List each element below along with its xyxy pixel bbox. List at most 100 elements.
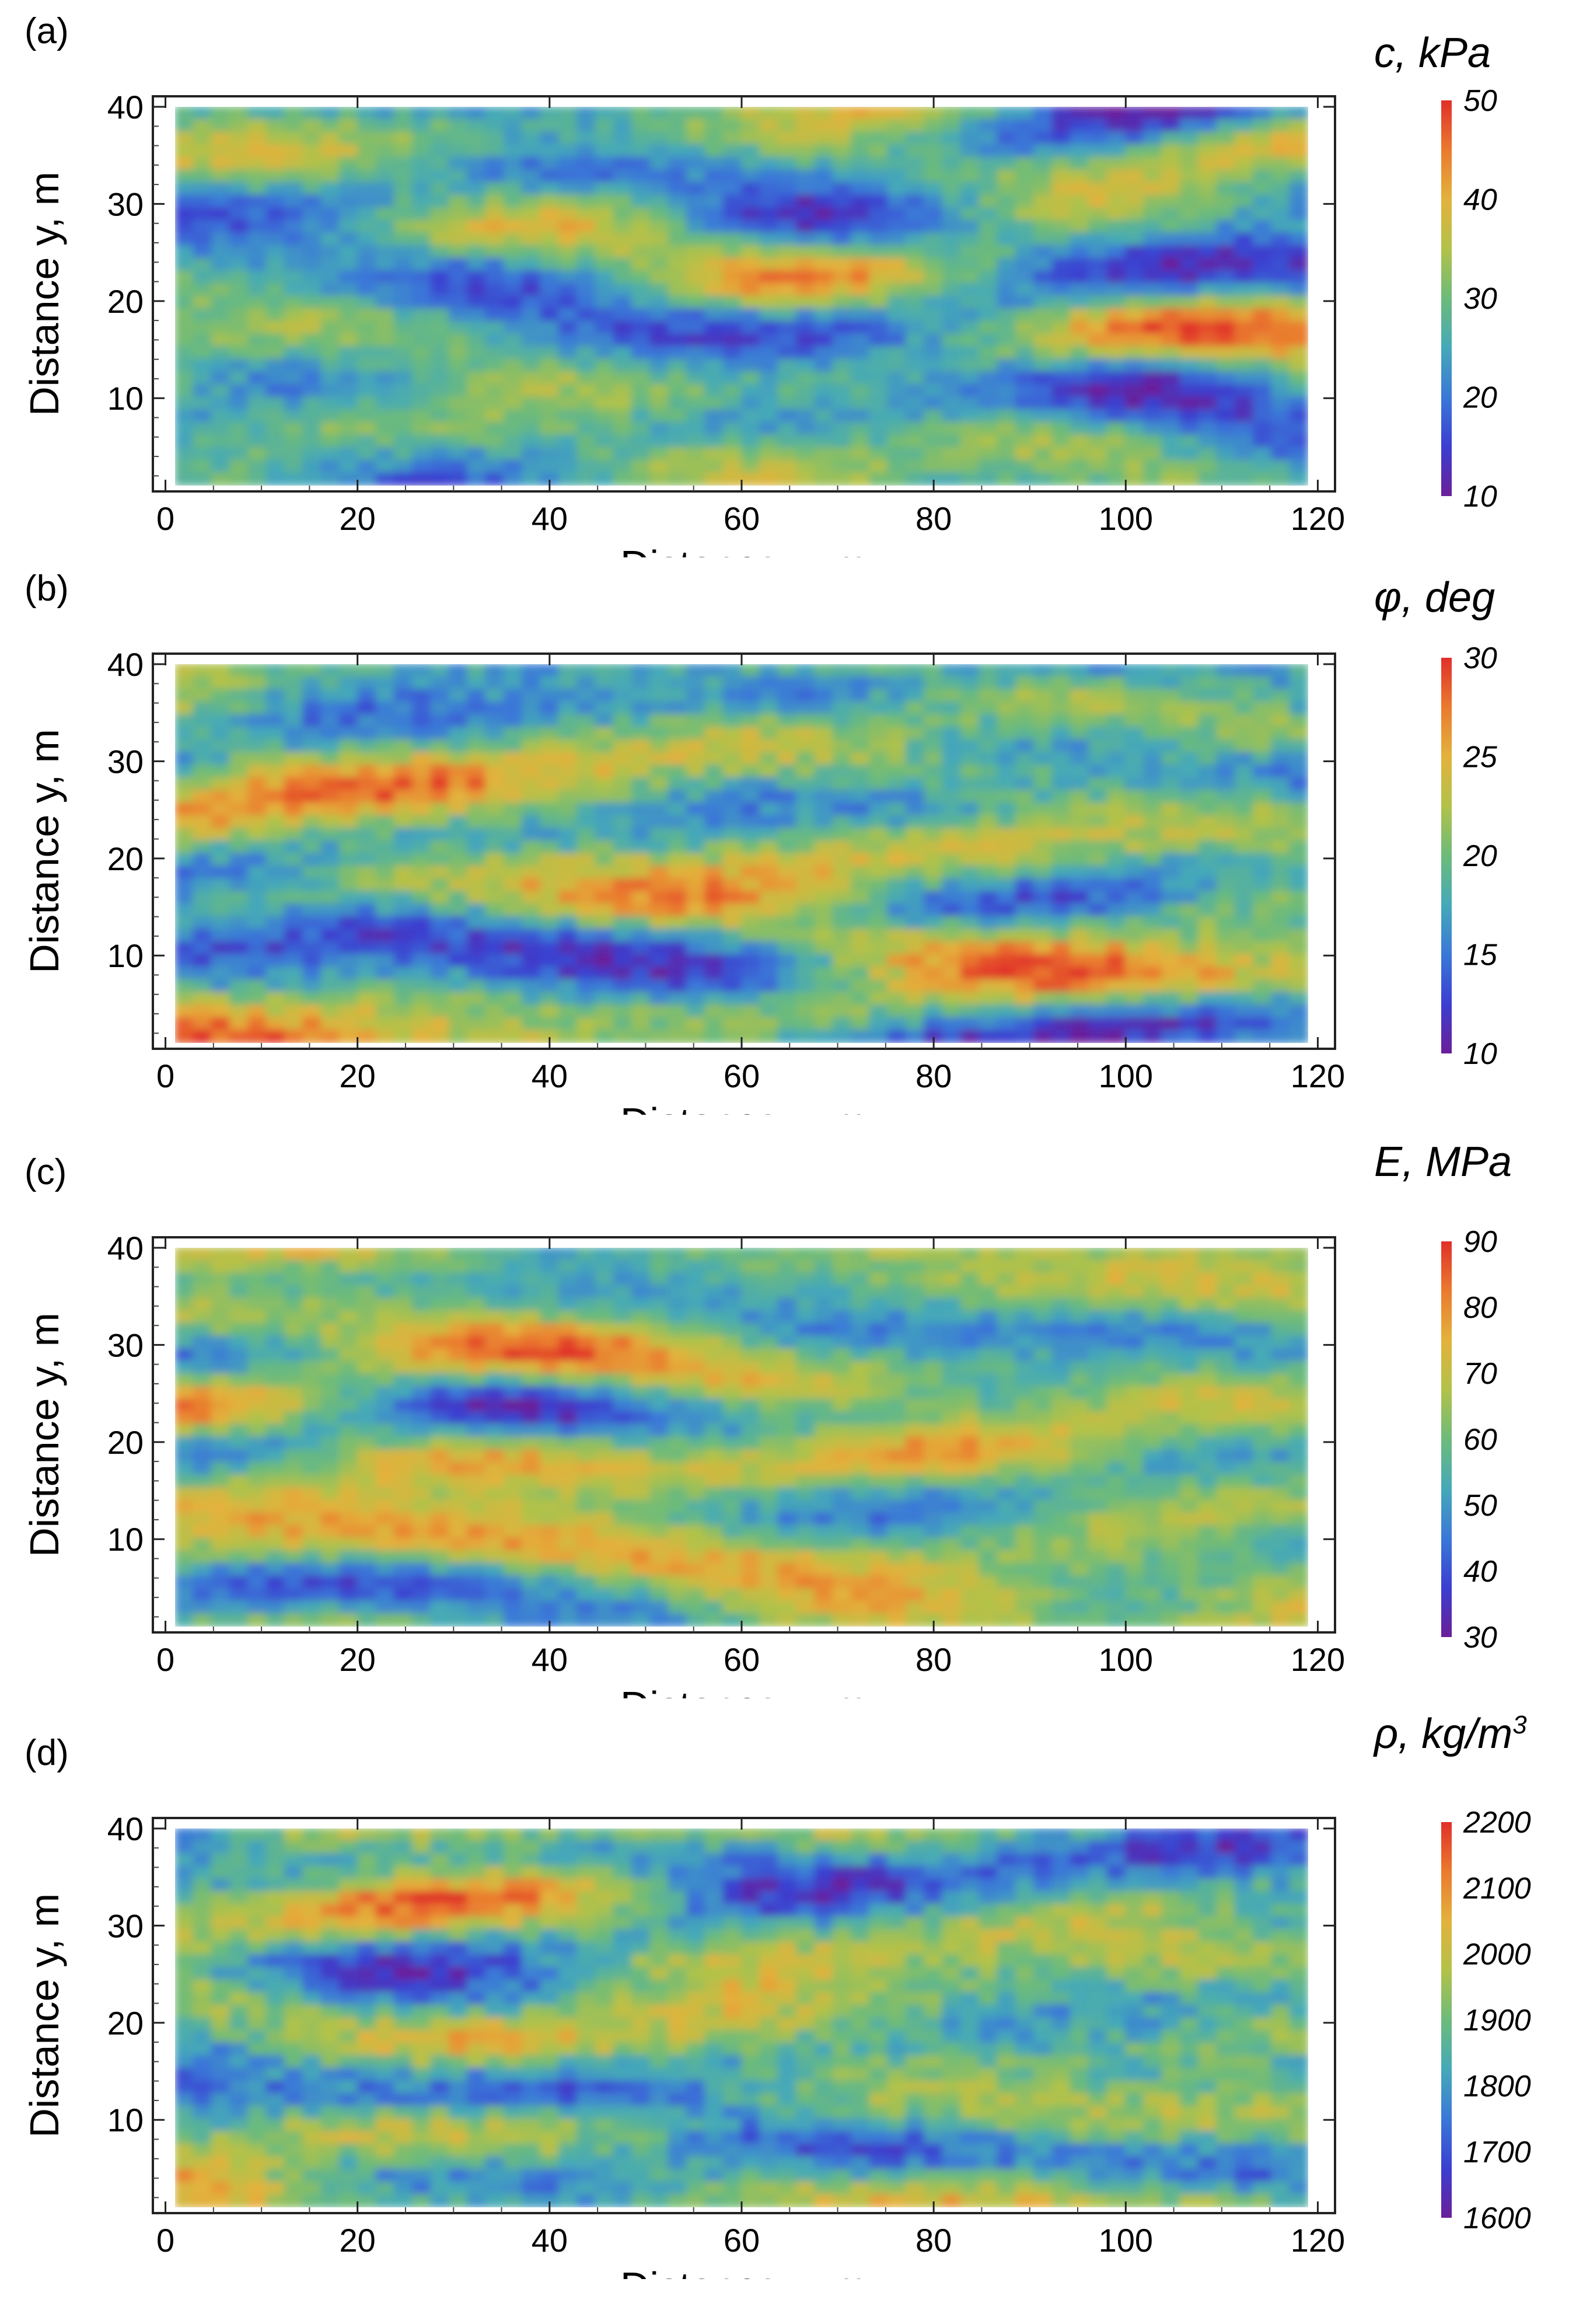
heatmap-cell bbox=[503, 421, 523, 436]
heatmap-cell bbox=[722, 992, 742, 1006]
heatmap-cell bbox=[668, 1259, 688, 1274]
heatmap-cell bbox=[430, 447, 450, 461]
heatmap-cell bbox=[393, 182, 414, 196]
heatmap-cell bbox=[1179, 320, 1200, 335]
heatmap-cell bbox=[631, 118, 651, 133]
heatmap-cell bbox=[979, 1272, 998, 1286]
heatmap-cell bbox=[1216, 941, 1236, 955]
heatmap-cell bbox=[338, 346, 359, 360]
heatmap-cell bbox=[997, 1259, 1016, 1274]
heatmap-cell bbox=[979, 232, 998, 246]
heatmap-cell bbox=[558, 270, 578, 284]
heatmap-cell bbox=[1143, 853, 1163, 867]
heatmap-cell bbox=[759, 853, 779, 867]
heatmap-cell bbox=[814, 1030, 834, 1043]
heatmap-cell bbox=[1161, 270, 1181, 284]
heatmap-cell bbox=[412, 1335, 432, 1350]
heatmap-cell bbox=[175, 1398, 194, 1413]
heatmap-cell bbox=[485, 371, 505, 385]
heatmap-cell bbox=[522, 777, 541, 791]
heatmap-cell bbox=[1179, 207, 1200, 221]
heatmap-cell bbox=[887, 118, 907, 133]
heatmap-cell bbox=[795, 1248, 816, 1261]
heatmap-cell bbox=[430, 1449, 450, 1463]
heatmap-cell bbox=[649, 941, 669, 955]
heatmap-cell bbox=[1124, 979, 1145, 993]
heatmap-cell bbox=[704, 1248, 724, 1261]
heatmap-cell bbox=[1271, 1017, 1291, 1031]
heatmap-cell bbox=[832, 421, 852, 436]
heatmap-cell bbox=[649, 131, 669, 145]
heatmap-cell bbox=[1234, 383, 1254, 398]
heatmap-cell bbox=[558, 1335, 578, 1350]
heatmap-cell bbox=[759, 727, 779, 741]
heatmap-cell bbox=[1033, 409, 1053, 423]
heatmap-cell bbox=[905, 371, 925, 385]
heatmap-cell bbox=[576, 954, 596, 968]
heatmap-cell bbox=[741, 714, 761, 728]
heatmap-cell bbox=[649, 308, 669, 322]
heatmap-cell bbox=[503, 903, 523, 917]
heatmap-cell bbox=[558, 903, 578, 917]
heatmap-cell bbox=[905, 320, 925, 335]
heatmap-cell bbox=[175, 107, 194, 120]
heatmap-cell bbox=[1143, 1348, 1163, 1362]
heatmap-cell bbox=[1124, 916, 1145, 930]
heatmap-cell bbox=[1289, 815, 1308, 829]
heatmap-cell bbox=[595, 421, 614, 436]
heatmap-cell bbox=[576, 815, 596, 829]
heatmap-cell bbox=[1179, 144, 1200, 158]
heatmap-cell bbox=[558, 409, 578, 423]
heatmap-cell bbox=[1253, 107, 1273, 120]
heatmap-cell bbox=[649, 270, 669, 284]
heatmap-cell bbox=[741, 346, 761, 360]
heatmap-cell bbox=[175, 1373, 194, 1387]
heatmap-cell bbox=[595, 802, 614, 816]
heatmap-cell bbox=[357, 207, 377, 221]
heatmap-cell bbox=[869, 1017, 889, 1031]
heatmap-cell bbox=[338, 1335, 359, 1350]
heatmap-cell bbox=[1015, 1411, 1035, 1425]
heatmap-cell bbox=[1271, 333, 1291, 348]
heatmap-cell bbox=[247, 232, 267, 246]
heatmap-cell bbox=[722, 689, 742, 703]
heatmap-cell bbox=[1143, 308, 1163, 322]
heatmap-cell bbox=[741, 777, 761, 791]
heatmap-cell bbox=[1070, 333, 1090, 348]
heatmap-cell bbox=[1216, 308, 1236, 322]
heatmap-cell bbox=[814, 853, 834, 867]
heatmap-cell bbox=[1216, 257, 1236, 272]
heatmap-cell bbox=[1179, 689, 1200, 703]
heatmap-cell bbox=[722, 194, 742, 209]
heatmap-cell bbox=[265, 727, 285, 741]
heatmap-cell bbox=[1124, 156, 1145, 171]
heatmap-cell bbox=[1070, 207, 1090, 221]
heatmap-cell bbox=[795, 1322, 816, 1337]
heatmap-cell bbox=[649, 1285, 669, 1299]
heatmap-cell bbox=[759, 815, 779, 829]
heatmap-cell bbox=[722, 840, 742, 854]
heatmap-cell bbox=[979, 472, 998, 486]
heatmap-cell bbox=[430, 1398, 450, 1413]
heatmap-cell bbox=[357, 878, 377, 892]
heatmap-cell bbox=[1289, 1322, 1308, 1337]
heatmap-cell bbox=[265, 815, 285, 829]
heatmap-cell bbox=[686, 107, 706, 120]
heatmap-cell bbox=[576, 1272, 596, 1286]
heatmap-cell bbox=[1179, 752, 1200, 766]
heatmap-cell bbox=[1106, 107, 1126, 120]
heatmap-cell bbox=[631, 866, 651, 880]
heatmap-cell bbox=[795, 333, 816, 348]
heatmap-cell bbox=[979, 396, 998, 411]
heatmap-cell bbox=[979, 1348, 998, 1362]
heatmap-cell bbox=[924, 992, 943, 1006]
heatmap-cell bbox=[1124, 1348, 1145, 1362]
heatmap-cell bbox=[869, 979, 889, 993]
heatmap-cell bbox=[1070, 371, 1090, 385]
heatmap-cell bbox=[631, 1259, 651, 1274]
heatmap-cell bbox=[1051, 1030, 1071, 1043]
heatmap-cell bbox=[1179, 219, 1200, 234]
heatmap-cell bbox=[576, 1449, 596, 1463]
heatmap-cell bbox=[1015, 941, 1035, 955]
heatmap-cell bbox=[211, 1272, 230, 1286]
